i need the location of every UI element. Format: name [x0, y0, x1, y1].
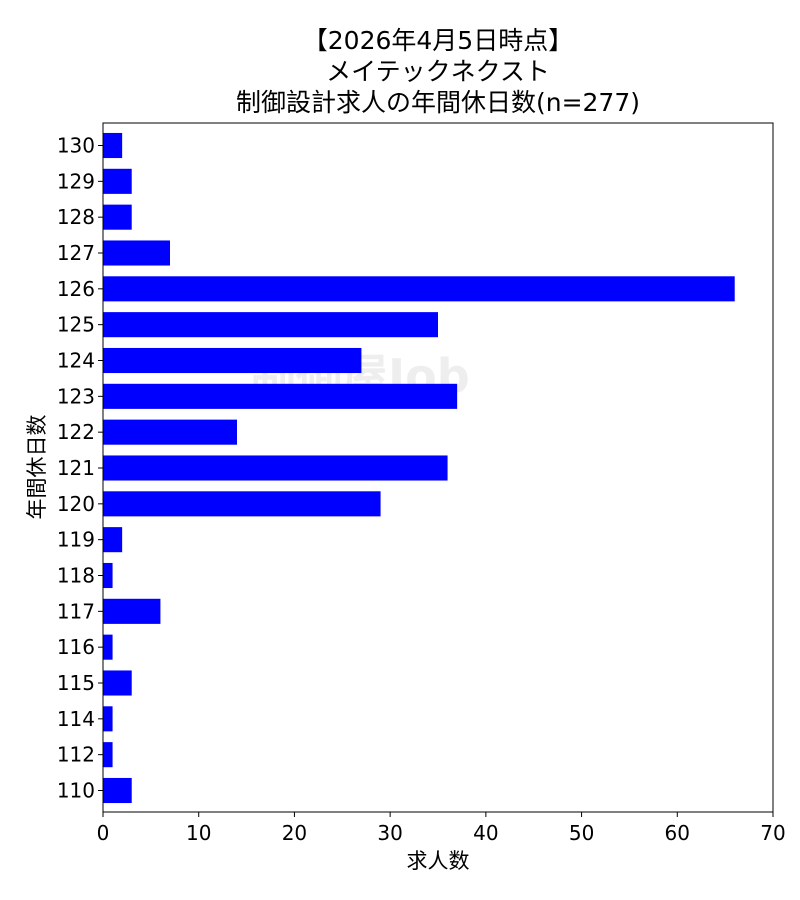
bar-122 [103, 419, 237, 445]
bar-118 [103, 562, 113, 589]
bar-117 [103, 598, 161, 624]
y-tick-label: 123 [57, 384, 95, 408]
bar-124 [103, 347, 362, 374]
y-tick-label: 122 [57, 420, 95, 444]
bar-127 [103, 240, 170, 266]
x-axis-ticks: 0 10 20 30 40 50 60 70 [97, 812, 786, 845]
y-tick-label: 116 [57, 635, 95, 659]
bar-129 [103, 168, 132, 194]
y-tick-label: 114 [57, 707, 95, 731]
bar-121 [103, 455, 448, 481]
x-tick-label: 0 [97, 821, 110, 845]
y-tick-label: 112 [57, 743, 95, 767]
y-tick-label: 130 [57, 134, 95, 158]
y-axis-ticks: 130 129 128 127 126 125 124 123 122 121 120 119 118 1… [57, 134, 103, 803]
x-tick-label: 20 [282, 821, 307, 845]
y-tick-label: 115 [57, 671, 95, 695]
bar-119 [103, 527, 123, 553]
y-tick-label: 117 [57, 599, 95, 623]
bar-120 [103, 491, 381, 517]
x-tick-label: 50 [569, 821, 594, 845]
y-tick-label: 121 [57, 456, 95, 480]
bar-125 [103, 312, 438, 338]
y-axis-label: 年間休日数 [25, 415, 49, 520]
y-tick-label: 118 [57, 564, 95, 588]
y-tick-label: 120 [57, 492, 95, 516]
y-tick-label: 124 [57, 349, 95, 373]
title-line-1: 【2026年4月5日時点】 [303, 26, 573, 55]
bar-130 [103, 132, 123, 159]
y-tick-label: 127 [57, 241, 95, 265]
bar-112 [103, 742, 113, 768]
y-tick-label: 128 [57, 205, 95, 229]
bar-128 [103, 204, 132, 230]
bar-115 [103, 670, 132, 696]
bar-114 [103, 706, 113, 732]
bar-110 [103, 777, 132, 804]
y-tick-label: 125 [57, 313, 95, 337]
title-line-2: メイテックネクスト [326, 57, 550, 86]
x-tick-label: 30 [377, 821, 402, 845]
y-tick-label: 126 [57, 277, 95, 301]
x-axis-label: 求人数 [407, 849, 470, 873]
bars-group [103, 132, 735, 804]
x-tick-label: 60 [665, 821, 690, 845]
y-tick-label: 129 [57, 169, 95, 193]
x-tick-label: 40 [473, 821, 498, 845]
x-tick-label: 10 [186, 821, 211, 845]
y-tick-label: 110 [57, 779, 95, 803]
bar-126 [103, 276, 735, 302]
chart-title: 【2026年4月5日時点】 メイテックネクスト 制御設計求人の年間休日数(n=2… [236, 26, 640, 117]
bar-116 [103, 634, 113, 660]
bar-123 [103, 383, 458, 409]
x-tick-label: 70 [760, 821, 785, 845]
y-tick-label: 119 [57, 528, 95, 552]
title-line-3: 制御設計求人の年間休日数(n=277) [236, 88, 640, 117]
